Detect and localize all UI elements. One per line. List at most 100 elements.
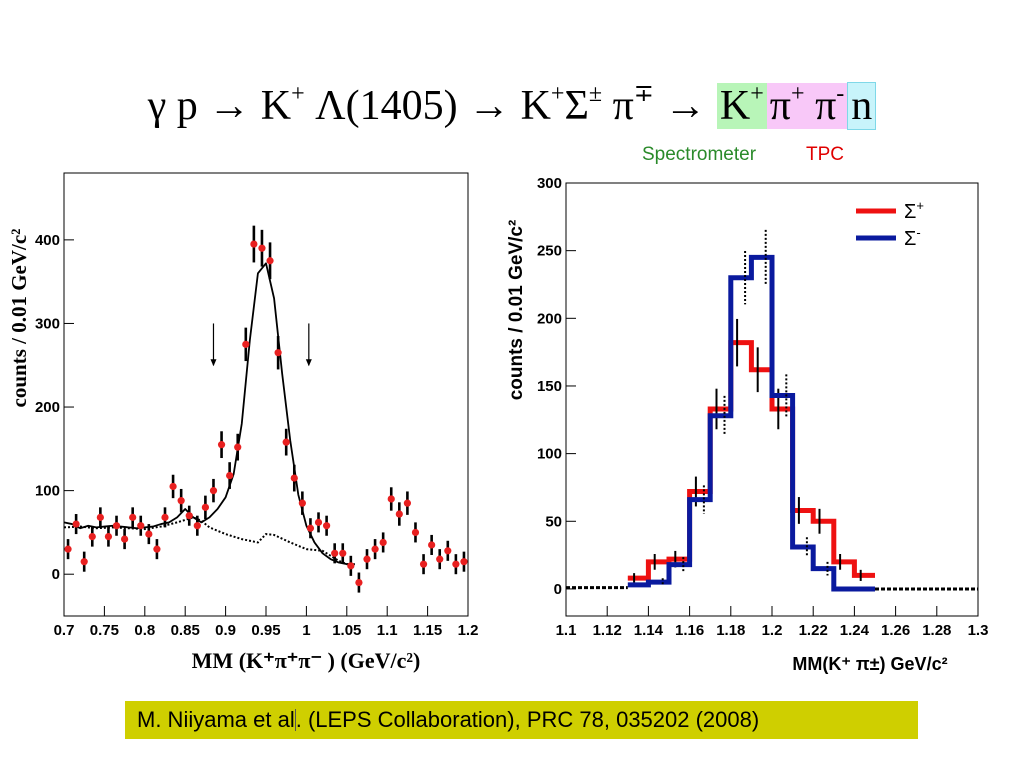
left-data-point bbox=[250, 240, 258, 248]
left-data-point bbox=[371, 545, 379, 553]
spectrometer-label: Spectrometer bbox=[642, 144, 757, 165]
left-data-point bbox=[129, 513, 137, 521]
left-xtick-label: 0.9 bbox=[215, 622, 236, 639]
left-data-point bbox=[282, 438, 290, 446]
right-xtick-label: 1.2 bbox=[762, 622, 783, 639]
left-data-point bbox=[112, 522, 121, 530]
left-data-point bbox=[331, 549, 339, 557]
left-data-point bbox=[403, 499, 411, 507]
left-data-point bbox=[169, 482, 177, 491]
left-xtick-label: 0.95 bbox=[251, 622, 280, 639]
left-data-point bbox=[72, 520, 80, 528]
left-ytick-label: 300 bbox=[35, 315, 60, 332]
left-data-point bbox=[290, 474, 298, 482]
left-data-point bbox=[355, 578, 363, 587]
text-cursor bbox=[294, 709, 296, 731]
left-data-point bbox=[306, 524, 315, 532]
left-data-point bbox=[209, 487, 218, 495]
left-data-point bbox=[161, 513, 169, 521]
right-xtick-label: 1.3 bbox=[968, 622, 989, 639]
left-data-point bbox=[323, 522, 331, 530]
left-cut-arrowhead bbox=[305, 359, 312, 367]
left-xtick-label: 0.7 bbox=[54, 622, 75, 639]
citation: M. Niiyama et al. (LEPS Collaboration), … bbox=[125, 701, 918, 739]
right-legend-label: Σ+ bbox=[904, 198, 924, 223]
left-xtick-label: 1.05 bbox=[332, 622, 361, 639]
left-data-point bbox=[428, 541, 436, 549]
left-data-point bbox=[339, 549, 347, 557]
right-ytick-label: 0 bbox=[554, 581, 562, 598]
right-xtick-label: 1.24 bbox=[840, 622, 870, 639]
left-data-point bbox=[201, 503, 209, 511]
left-data-point bbox=[64, 545, 72, 553]
right-xtick-label: 1.16 bbox=[675, 622, 704, 639]
left-xtick-label: 1.2 bbox=[458, 622, 479, 639]
left-xtick-label: 1.15 bbox=[413, 622, 442, 639]
right-histogram-series-0 bbox=[627, 340, 875, 581]
right-ylabel: counts / 0.01 GeV/c² bbox=[506, 220, 527, 401]
left-data-point bbox=[145, 530, 153, 538]
slide-title: γ p → K+ Λ(1405) → K+Σ± π∓ → K+ π+ π-n bbox=[0, 82, 1024, 130]
left-fit-curve bbox=[63, 262, 355, 566]
left-xtick-label: 1 bbox=[302, 622, 310, 639]
left-xtick-label: 0.85 bbox=[171, 622, 200, 639]
left-data-point bbox=[226, 471, 234, 480]
left-data-point bbox=[395, 510, 403, 518]
left-xtick-label: 0.8 bbox=[134, 622, 155, 639]
left-data-point bbox=[379, 538, 387, 547]
right-xtick-label: 1.1 bbox=[556, 622, 577, 639]
left-data-point bbox=[387, 495, 395, 503]
left-data-point bbox=[460, 558, 468, 566]
left-data-point bbox=[363, 555, 371, 563]
left-data-point bbox=[185, 512, 193, 520]
legend-symbol: Σ bbox=[904, 228, 916, 250]
left-data-point bbox=[177, 497, 185, 505]
left-data-point bbox=[121, 535, 129, 543]
left-data-point bbox=[234, 443, 242, 451]
right-xtick-label: 1.26 bbox=[881, 622, 910, 639]
right-ytick-label: 50 bbox=[545, 513, 562, 530]
legend-charge: - bbox=[916, 225, 920, 240]
right-ytick-label: 200 bbox=[537, 310, 562, 327]
left-xlabel: MM (K⁺π⁺π⁻ ) (GeV/c²) bbox=[192, 648, 421, 673]
right-xlabel: MM(K⁺ π±) GeV/c² bbox=[792, 654, 947, 674]
spectrometer-box: K+ bbox=[716, 82, 767, 129]
left-data-point bbox=[153, 545, 161, 553]
left-data-point bbox=[217, 441, 226, 449]
right-xtick-label: 1.22 bbox=[799, 622, 828, 639]
right-ytick-label: 100 bbox=[537, 446, 562, 463]
left-data-point bbox=[298, 499, 306, 507]
left-data-point bbox=[274, 349, 282, 357]
left-data-point bbox=[444, 547, 452, 555]
left-ytick-label: 0 bbox=[52, 566, 60, 583]
right-ytick-label: 300 bbox=[537, 175, 562, 192]
left-data-point bbox=[411, 528, 420, 537]
left-data-point bbox=[419, 560, 428, 568]
right-ytick-label: 150 bbox=[537, 378, 562, 395]
left-data-point bbox=[258, 244, 266, 252]
right-xtick-label: 1.12 bbox=[593, 622, 622, 639]
left-data-point bbox=[104, 532, 113, 541]
left-data-point bbox=[314, 518, 323, 526]
left-data-point bbox=[242, 340, 250, 348]
left-data-point bbox=[96, 513, 104, 521]
left-ytick-label: 200 bbox=[35, 399, 60, 416]
left-data-point bbox=[452, 560, 460, 568]
left-cut-arrowhead bbox=[210, 359, 217, 367]
neutron-box: n bbox=[847, 82, 877, 130]
left-data-point bbox=[80, 558, 88, 566]
left-ylabel: counts / 0.01 GeV/c² bbox=[7, 229, 31, 408]
right-legend-label: Σ- bbox=[904, 225, 921, 250]
left-data-point bbox=[347, 562, 355, 570]
left-data-point bbox=[193, 522, 201, 530]
left-data-point bbox=[137, 522, 145, 530]
right-histogram-series-1 bbox=[627, 254, 875, 592]
right-xtick-label: 1.18 bbox=[716, 622, 745, 639]
legend-symbol: Σ bbox=[904, 201, 916, 223]
tpc-box: π+ π- bbox=[766, 82, 848, 129]
left-ytick-label: 100 bbox=[35, 483, 60, 500]
left-data-point bbox=[88, 532, 96, 541]
left-data-point bbox=[266, 257, 274, 265]
